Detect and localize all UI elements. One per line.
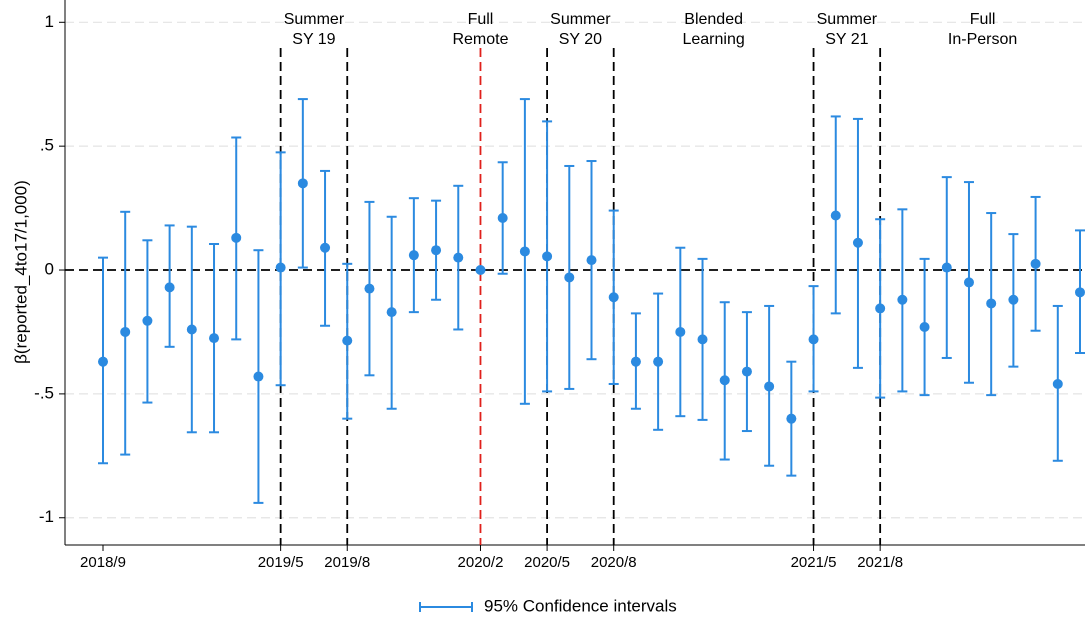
period-label: Remote [452,31,508,48]
point-estimate [320,242,331,253]
point-estimate [120,326,131,337]
point-estimate [1075,287,1085,298]
point-estimate [98,356,108,367]
point-estimate [697,334,708,345]
period-label: In-Person [948,31,1017,48]
point-estimate [564,272,575,283]
point-estimate [719,375,730,386]
point-estimate [431,245,442,256]
point-estimate [630,356,641,367]
legend-label: 95% Confidence intervals [484,596,677,615]
point-estimate [653,356,664,367]
point-estimate [586,255,597,266]
point-estimate [852,237,863,248]
point-estimate [897,294,908,305]
y-tick-label: -.5 [34,383,54,402]
x-tick-label: 2020/8 [591,554,637,571]
point-estimate [608,292,619,303]
point-estimate [1030,258,1041,269]
period-label: Summer [550,11,611,28]
point-estimate [186,324,197,335]
x-tick-label: 2021/8 [857,554,903,571]
point-estimate [209,333,220,344]
point-estimate [164,282,175,293]
x-tick-label: 2018/9 [80,554,126,571]
y-tick-label: 0 [45,260,54,279]
point-estimate [875,303,886,314]
point-estimate [764,381,775,392]
point-estimate [1052,378,1063,389]
period-label: Summer [284,11,345,28]
point-estimate [542,251,553,262]
point-estimate [1008,294,1019,305]
point-estimate [231,232,242,243]
point-estimate [453,252,464,263]
x-tick-label: 2019/5 [258,554,304,571]
point-estimate [142,315,153,326]
y-tick-label: -1 [39,507,54,526]
point-estimate [408,250,419,261]
period-label: Learning [682,31,744,48]
point-estimate [941,262,952,273]
point-estimate [963,277,974,288]
period-label: Full [970,11,996,28]
x-tick-label: 2021/5 [791,554,837,571]
point-estimate [342,335,353,346]
point-estimate [519,246,530,257]
point-estimate [475,265,486,276]
point-estimate [497,213,508,223]
x-tick-label: 2020/5 [524,554,570,571]
period-label: Full [468,11,494,28]
point-estimate [275,262,286,273]
y-axis-label: β(reported_4to17/1,000) [11,180,30,364]
point-estimate [386,307,397,318]
point-estimate [786,413,797,424]
period-label: Blended [684,11,743,28]
point-estimate [364,283,375,294]
point-estimate [297,178,308,189]
point-estimate [675,326,686,337]
y-tick-label: 1 [45,12,54,31]
x-tick-label: 2019/8 [324,554,370,571]
point-estimate [741,366,752,377]
period-label: Summer [817,11,878,28]
point-estimate [986,298,997,309]
point-estimate [253,371,264,382]
period-label: SY 19 [292,31,335,48]
period-label: SY 21 [825,31,868,48]
x-tick-label: 2020/2 [458,554,504,571]
point-estimate [830,210,841,221]
point-estimate [808,334,819,345]
period-label: SY 20 [559,31,602,48]
point-estimate [919,322,930,332]
y-tick-label: .5 [40,136,54,155]
